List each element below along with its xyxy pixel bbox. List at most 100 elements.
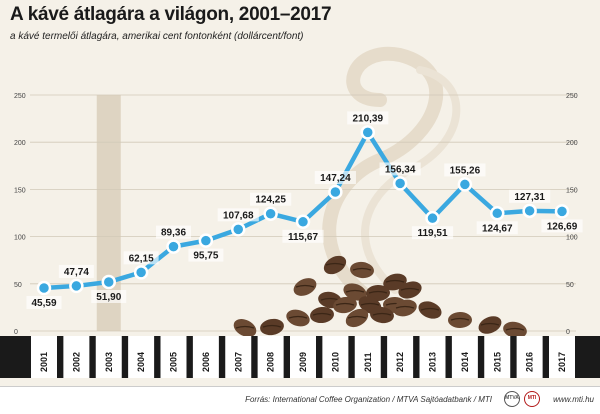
footer-bar bbox=[0, 386, 600, 414]
coffee-bean-decoration bbox=[480, 322, 500, 326]
y-tick-label-left: 100 bbox=[14, 235, 26, 242]
coffee-bean-decoration bbox=[310, 306, 334, 324]
data-label-background bbox=[217, 208, 259, 222]
coffee-bean-decoration bbox=[360, 302, 380, 306]
coffee-bean-decoration bbox=[233, 319, 257, 337]
data-label: 45,59 bbox=[31, 298, 56, 309]
coffee-bean-decoration bbox=[286, 309, 310, 327]
x-tick-label: 2013 bbox=[428, 352, 438, 372]
year-column bbox=[128, 336, 155, 378]
data-label: 210,39 bbox=[352, 113, 383, 124]
x-tick-label: 2007 bbox=[233, 352, 243, 372]
data-point bbox=[425, 210, 440, 226]
data-label: 62,15 bbox=[129, 253, 154, 264]
coffee-bean-decoration bbox=[293, 278, 317, 296]
coffee-bean-decoration bbox=[366, 284, 390, 302]
year-column bbox=[290, 336, 316, 378]
coffee-bean-decoration bbox=[352, 267, 372, 271]
coffee-bean-decoration bbox=[398, 281, 422, 299]
data-label: 47,74 bbox=[64, 267, 89, 278]
data-label: 124,67 bbox=[482, 223, 513, 234]
x-tick-label: 2011 bbox=[363, 352, 373, 372]
year-column bbox=[354, 336, 381, 378]
coffee-bean-decoration bbox=[478, 316, 502, 334]
coffee-bean-decoration bbox=[333, 296, 357, 314]
x-tick-label: 2010 bbox=[330, 352, 340, 372]
x-tick-label: 2003 bbox=[104, 352, 114, 372]
coffee-bean-decoration bbox=[368, 290, 388, 294]
data-point bbox=[554, 204, 570, 219]
mti-logo: MTI bbox=[524, 391, 540, 407]
data-label-background bbox=[509, 189, 551, 203]
coffee-bean-decoration bbox=[295, 284, 315, 288]
data-label-background bbox=[123, 251, 159, 265]
data-point bbox=[522, 203, 537, 219]
y-tick-label-left: 150 bbox=[14, 187, 26, 194]
data-label-background bbox=[282, 229, 324, 243]
x-tick-label: 2002 bbox=[71, 352, 81, 372]
site-link[interactable]: www.mti.hu bbox=[553, 395, 594, 404]
coffee-bean-decoration bbox=[262, 324, 282, 328]
coffee-bean-decoration bbox=[347, 315, 367, 319]
data-point bbox=[295, 214, 311, 230]
year-column bbox=[387, 336, 414, 378]
data-label: 95,75 bbox=[193, 251, 218, 262]
coffee-bean-decoration bbox=[395, 305, 415, 309]
data-point bbox=[36, 280, 52, 296]
data-label: 126,69 bbox=[547, 221, 578, 232]
coffee-bean-decoration bbox=[235, 325, 255, 329]
year-column bbox=[484, 336, 511, 378]
y-tick-label-left: 50 bbox=[14, 282, 22, 289]
coffee-bean-decoration bbox=[420, 307, 440, 311]
mtva-logo: MTVA bbox=[504, 391, 520, 407]
series-line bbox=[43, 130, 563, 291]
year-column bbox=[192, 336, 219, 378]
y-tick-label-right: 150 bbox=[566, 187, 578, 194]
data-label: 89,36 bbox=[161, 228, 186, 239]
data-point bbox=[198, 233, 214, 248]
x-tick-label: 2004 bbox=[136, 352, 146, 372]
y-tick-label-left: 200 bbox=[14, 140, 26, 147]
coffee-bean-decoration bbox=[260, 318, 284, 336]
data-label: 107,68 bbox=[223, 210, 254, 221]
data-label-background bbox=[347, 111, 389, 125]
data-label-background bbox=[379, 162, 421, 176]
x-tick-label: 2014 bbox=[460, 352, 470, 372]
year-column bbox=[549, 336, 575, 378]
chart-title: A kávé átlagára a világon, 2001–2017 bbox=[10, 4, 332, 25]
data-label: 51,90 bbox=[96, 292, 121, 303]
y-tick-label-left: 250 bbox=[14, 93, 26, 100]
y-tick-label-right: 100 bbox=[566, 235, 578, 242]
coffee-bean-decoration bbox=[383, 273, 407, 291]
data-point bbox=[69, 278, 84, 294]
data-point bbox=[490, 206, 505, 221]
data-label-background bbox=[58, 264, 94, 278]
x-tick-label: 2015 bbox=[492, 352, 502, 372]
x-tick-label: 2001 bbox=[39, 352, 49, 372]
coffee-bean-decoration bbox=[312, 312, 332, 316]
y-tick-label-right: 200 bbox=[566, 140, 578, 147]
year-column bbox=[31, 336, 57, 378]
year-column bbox=[419, 336, 446, 378]
coffee-bean-decoration bbox=[345, 308, 369, 328]
coffee-bean-decoration bbox=[372, 312, 392, 316]
data-label-background bbox=[411, 226, 454, 240]
data-point bbox=[133, 265, 149, 280]
data-point bbox=[457, 177, 473, 192]
data-label-background bbox=[444, 163, 486, 177]
y-tick-label-left: 0 bbox=[14, 329, 18, 336]
coffee-bean-decoration bbox=[393, 299, 417, 317]
data-label-background bbox=[541, 219, 583, 233]
year-column bbox=[322, 336, 349, 378]
year-column bbox=[451, 336, 478, 378]
x-tick-label: 2009 bbox=[298, 352, 308, 372]
data-label-background bbox=[314, 171, 356, 185]
data-label-background bbox=[91, 290, 127, 304]
coffee-bean-decoration bbox=[350, 261, 374, 279]
coffee-bean-decoration bbox=[385, 279, 405, 283]
coffee-bean-decoration bbox=[345, 289, 365, 293]
chart-subtitle: a kávé termelői átlagára, amerikai cent … bbox=[10, 31, 304, 42]
data-label-background bbox=[250, 192, 292, 206]
